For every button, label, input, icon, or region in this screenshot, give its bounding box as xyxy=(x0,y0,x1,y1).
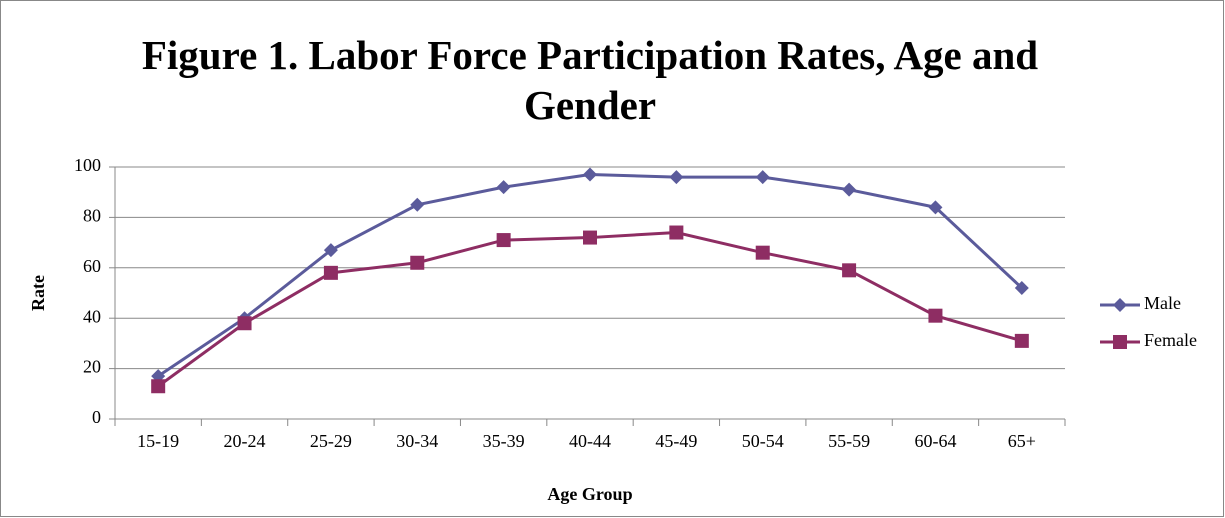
y-tick-label: 0 xyxy=(92,407,101,427)
x-tick-label: 40-44 xyxy=(569,431,611,451)
y-tick-label: 40 xyxy=(83,306,101,326)
marker xyxy=(669,225,684,240)
x-tick-label: 25-29 xyxy=(310,431,352,451)
chart-title: Figure 1. Labor Force Participation Rate… xyxy=(141,32,1039,128)
marker xyxy=(496,233,511,248)
x-tick-label: 65+ xyxy=(1008,431,1036,451)
marker xyxy=(928,308,943,323)
x-tick-label: 15-19 xyxy=(137,431,179,451)
x-tick-label: 55-59 xyxy=(828,431,870,451)
x-tick-label: 30-34 xyxy=(396,431,438,451)
y-tick-label: 20 xyxy=(83,357,101,377)
marker xyxy=(496,180,511,195)
marker xyxy=(1014,280,1029,295)
x-tick-label: 35-39 xyxy=(483,431,525,451)
x-tick-label: 50-54 xyxy=(742,431,784,451)
marker xyxy=(237,316,252,331)
marker xyxy=(583,167,597,182)
legend-marker xyxy=(1113,335,1127,349)
y-tick-label: 80 xyxy=(83,206,101,226)
x-axis-title: Age Group xyxy=(547,484,632,504)
legend-label: Female xyxy=(1144,330,1197,350)
marker xyxy=(928,200,943,215)
marker xyxy=(323,265,338,280)
legend-marker xyxy=(1113,298,1127,312)
legend-label: Male xyxy=(1144,293,1181,313)
x-tick-label: 20-24 xyxy=(224,431,266,451)
marker xyxy=(842,263,857,278)
marker xyxy=(1014,333,1029,348)
marker xyxy=(323,243,338,258)
marker xyxy=(151,379,166,394)
marker xyxy=(755,245,770,260)
x-tick-label: 60-64 xyxy=(914,431,956,451)
marker xyxy=(583,230,597,245)
marker xyxy=(842,182,857,197)
y-tick-label: 60 xyxy=(83,256,101,276)
marker xyxy=(755,170,770,185)
y-axis-title: Rate xyxy=(28,275,48,311)
marker xyxy=(410,197,425,212)
marker xyxy=(410,255,425,270)
marker xyxy=(669,170,684,185)
y-tick-label: 100 xyxy=(74,155,101,175)
x-tick-label: 45-49 xyxy=(655,431,697,451)
